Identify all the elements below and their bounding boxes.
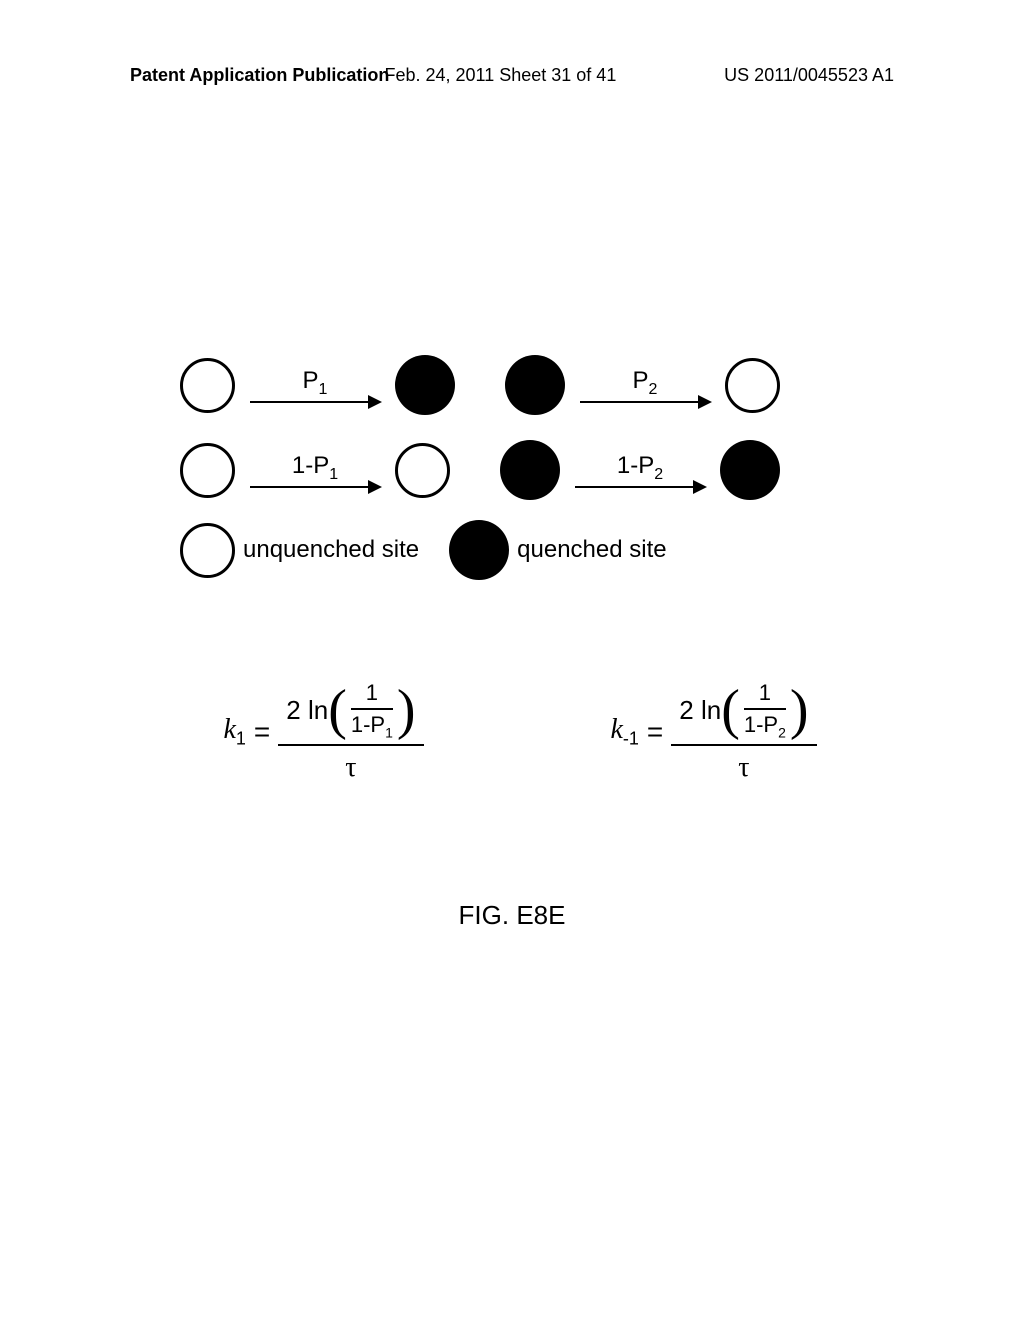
one-minus-p1-sub: 1 (329, 466, 338, 483)
km1-inner-fraction: 1 1-P2 (744, 680, 786, 740)
km1-denominator: τ (738, 746, 749, 784)
km1-numerator: 2 ln ( 1 1-P2 ) (671, 680, 816, 744)
transition-row-2: 1-P1 1-P2 (180, 435, 860, 505)
km1-inner-bottom-sub: 2 (778, 724, 786, 740)
km1-prefix: 2 ln (679, 695, 721, 726)
arrow-p1: P1 (245, 360, 385, 410)
arrow-1-p1: 1-P1 (245, 445, 385, 495)
arrow-1-p2: 1-P2 (570, 445, 710, 495)
k1-inner-bottom: 1-P1 (351, 710, 393, 740)
page-header: Patent Application Publication Feb. 24, … (0, 65, 1024, 86)
figure-label: FIG. E8E (459, 900, 566, 931)
unquenched-circle-icon (180, 523, 235, 578)
close-paren-icon: ) (397, 688, 416, 733)
quenched-circle-icon (500, 440, 560, 500)
unquenched-circle-icon (180, 443, 235, 498)
open-paren-icon: ( (328, 688, 347, 733)
k1-var: k (223, 714, 235, 745)
quenched-circle-icon (395, 355, 455, 415)
equals-sign: = (254, 716, 270, 748)
unquenched-circle-icon (725, 358, 780, 413)
equals-sign: = (647, 716, 663, 748)
k1-sub: 1 (236, 729, 246, 749)
quenched-circle-icon (449, 520, 509, 580)
arrow-line-icon (575, 486, 705, 488)
arrow-line-icon (580, 401, 710, 403)
k1-inner-top: 1 (362, 680, 382, 708)
close-paren-icon: ) (790, 688, 809, 733)
unquenched-circle-icon (180, 358, 235, 413)
k1-fraction: 2 ln ( 1 1-P1 ) τ (278, 680, 423, 784)
one-minus-p2-text: 1-P (617, 452, 654, 479)
k1-inner-bottom-text: 1-P (351, 712, 385, 737)
p2-sub: 2 (649, 381, 658, 398)
header-right: US 2011/0045523 A1 (724, 65, 894, 86)
one-minus-p2-sub: 2 (654, 466, 663, 483)
label-1-p2: 1-P2 (617, 452, 663, 484)
transition-row-1: P1 P2 (180, 350, 860, 420)
equation-k-minus-1: k-1 = 2 ln ( 1 1-P2 ) τ (610, 680, 816, 784)
equation-k1: k1 = 2 ln ( 1 1-P1 ) τ (223, 680, 423, 784)
label-p1: P1 (303, 367, 328, 399)
k1-lhs: k1 (223, 714, 245, 750)
k1-numerator: 2 ln ( 1 1-P1 ) (278, 680, 423, 744)
km1-var: k (610, 714, 622, 745)
km1-inner-bottom-text: 1-P (744, 712, 778, 737)
header-center: Feb. 24, 2011 Sheet 31 of 41 (384, 65, 616, 86)
label-1-p1: 1-P1 (292, 452, 338, 484)
km1-sub: -1 (623, 729, 639, 749)
km1-inner-bottom: 1-P2 (744, 710, 786, 740)
k1-denominator: τ (345, 746, 356, 784)
arrow-p2: P2 (575, 360, 715, 410)
km1-fraction: 2 ln ( 1 1-P2 ) τ (671, 680, 816, 784)
p1-sub: 1 (319, 381, 328, 398)
label-p2: P2 (633, 367, 658, 399)
one-minus-p1-text: 1-P (292, 452, 329, 479)
unquenched-circle-icon (395, 443, 450, 498)
legend-unquenched: unquenched site (243, 536, 419, 564)
arrow-line-icon (250, 486, 380, 488)
state-diagram: P1 P2 1-P1 1-P2 (180, 350, 860, 580)
k1-inner-fraction: 1 1-P1 (351, 680, 393, 740)
legend-quenched: quenched site (517, 536, 666, 564)
quenched-circle-icon (720, 440, 780, 500)
km1-inner-top: 1 (755, 680, 775, 708)
open-paren-icon: ( (721, 688, 740, 733)
arrow-line-icon (250, 401, 380, 403)
p1-text: P (303, 367, 319, 394)
header-left: Patent Application Publication (130, 65, 389, 86)
km1-lhs: k-1 (610, 714, 638, 750)
k1-inner-bottom-sub: 1 (385, 724, 393, 740)
legend-row: unquenched site quenched site (180, 520, 860, 580)
equations-block: k1 = 2 ln ( 1 1-P1 ) τ k-1 = (130, 680, 910, 784)
k1-prefix: 2 ln (286, 695, 328, 726)
p2-text: P (633, 367, 649, 394)
quenched-circle-icon (505, 355, 565, 415)
